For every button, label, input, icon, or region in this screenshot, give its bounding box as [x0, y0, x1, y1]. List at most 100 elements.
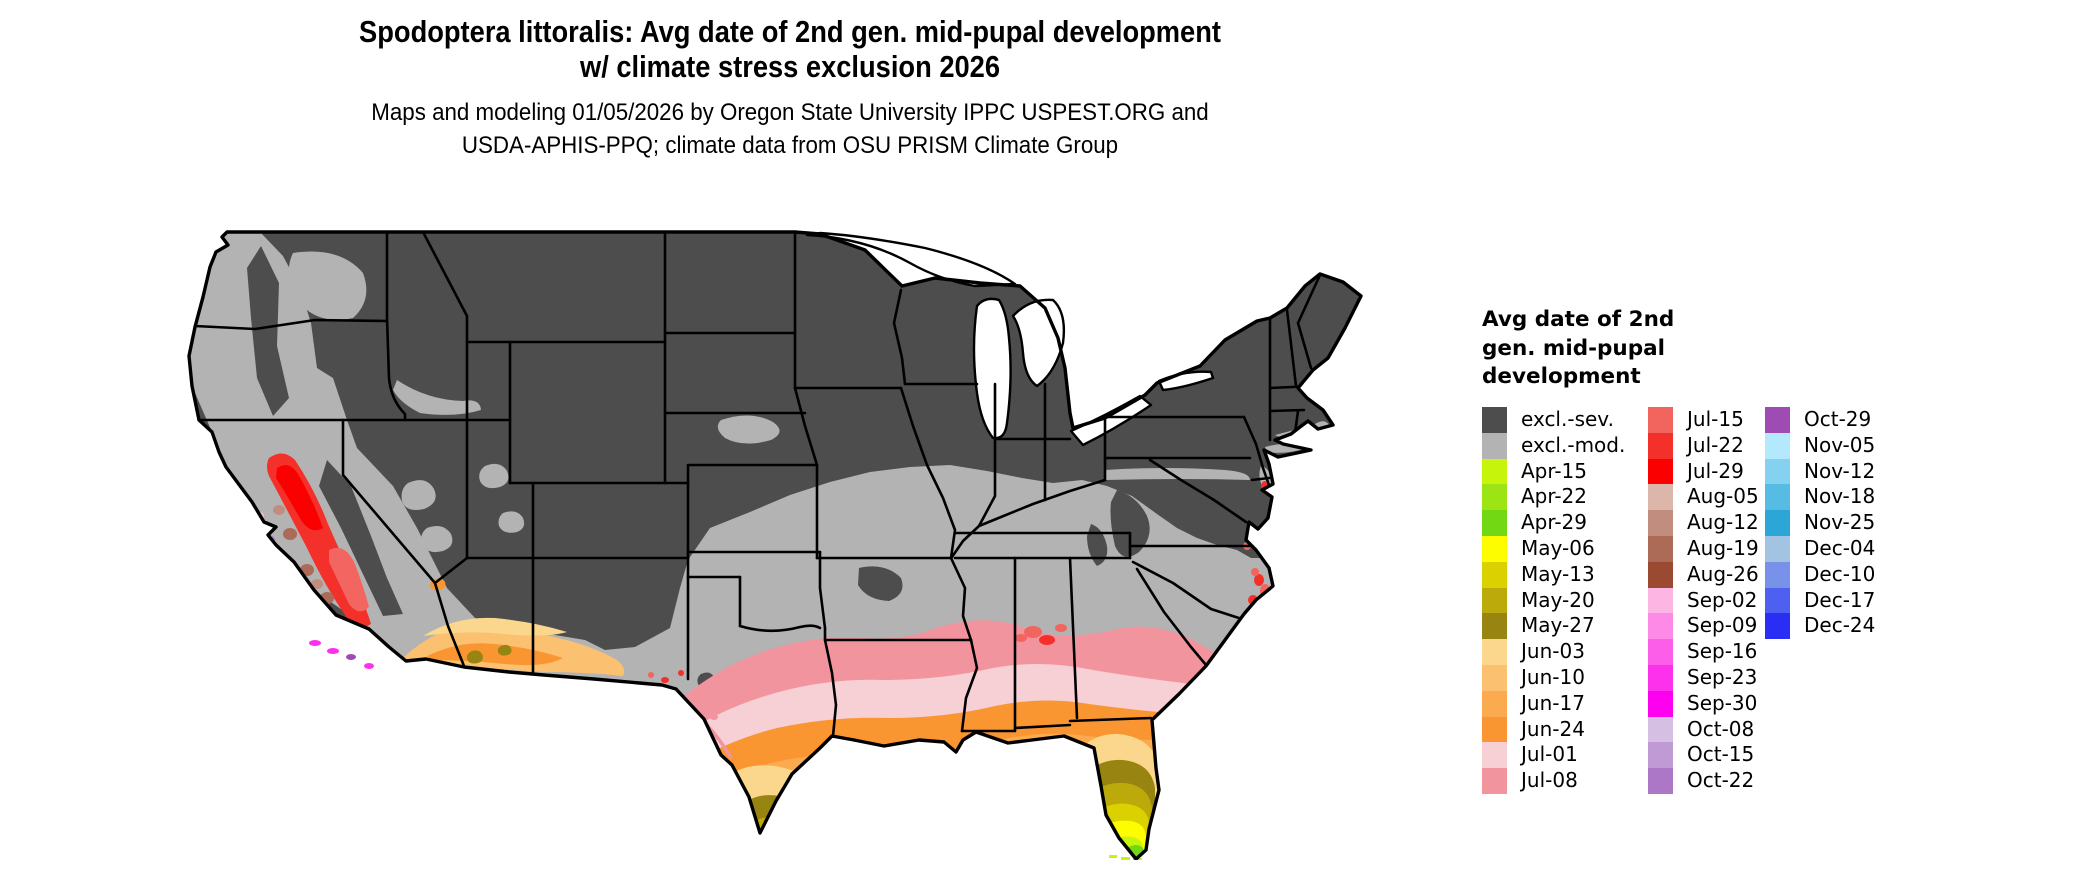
legend-swatch — [1648, 535, 1673, 562]
legend-label: Oct-08 — [1687, 716, 1755, 741]
legend-label: Jun-10 — [1521, 664, 1585, 689]
legend-label: Sep-09 — [1687, 613, 1758, 638]
legend-label: Dec-04 — [1804, 535, 1876, 560]
legend-label: Jul-15 — [1687, 407, 1744, 431]
legend-label: Apr-22 — [1521, 484, 1587, 509]
legend-swatch — [1648, 716, 1673, 743]
legend-swatch — [1765, 510, 1790, 536]
legend-row: Apr-29 — [1482, 510, 1625, 536]
legend-row: Nov-25 — [1765, 510, 1875, 536]
legend-label: Nov-25 — [1804, 510, 1876, 535]
legend-label: Apr-15 — [1521, 458, 1587, 483]
legend-title-line3: development — [1482, 364, 1641, 389]
legend-row: Oct-22 — [1648, 768, 1759, 794]
legend-label: Nov-05 — [1804, 432, 1876, 457]
legend-swatch — [1482, 535, 1507, 562]
legend-label: Dec-17 — [1804, 587, 1876, 612]
legend-label: Dec-10 — [1804, 561, 1876, 586]
map-state-borders — [193, 232, 1322, 738]
legend-swatch — [1648, 664, 1673, 691]
legend-row: Nov-05 — [1765, 432, 1876, 459]
legend-swatch — [1765, 458, 1790, 485]
legend-row: Dec-24 — [1765, 613, 1875, 640]
legend-swatch — [1648, 510, 1673, 536]
legend-swatch — [1765, 613, 1790, 640]
legend-swatch — [1482, 484, 1507, 511]
legend-swatch — [1648, 407, 1673, 433]
legend-swatch — [1648, 768, 1673, 794]
legend-label: Oct-15 — [1687, 742, 1755, 767]
map-national-outline — [187, 230, 1363, 861]
legend-swatch — [1765, 484, 1790, 511]
map-title: Spodoptera littoralis: Avg date of 2nd g… — [0, 14, 1580, 84]
legend-title-line2: gen. mid-pupal — [1482, 335, 1665, 361]
legend-row: Jul-29 — [1648, 458, 1759, 485]
legend-label: excl.-mod. — [1521, 432, 1626, 457]
legend-row: Sep-30 — [1648, 690, 1759, 717]
legend-row: Sep-23 — [1648, 664, 1759, 691]
legend-label: Sep-23 — [1687, 664, 1758, 689]
legend-row: Oct-29 — [1765, 407, 1875, 433]
legend-row: Oct-08 — [1648, 716, 1759, 743]
map-region-florida — [1067, 733, 1159, 859]
legend-row: Oct-15 — [1648, 742, 1759, 769]
legend-column-3: Oct-29 Nov-05 Nov-12 Nov-18 Nov-25 Dec-04 Dec-… — [1765, 407, 1876, 640]
legend-swatch — [1648, 613, 1673, 640]
legend-title: Avg date of 2nd gen. mid-pupal developme… — [1482, 306, 1782, 392]
us-map-svg — [187, 230, 1363, 861]
legend-row: Nov-12 — [1765, 458, 1875, 485]
legend-swatch — [1482, 613, 1507, 640]
legend-swatch — [1648, 561, 1673, 588]
legend-swatch — [1648, 484, 1673, 511]
legend-column-2: Jul-15 Jul-22 Jul-29 Aug-05 Aug-12 Aug-19 Aug-… — [1648, 407, 1759, 794]
legend-swatch — [1482, 664, 1507, 691]
legend-row: excl.-sev. — [1482, 407, 1625, 433]
legend-swatch — [1765, 561, 1790, 588]
map-subtitle-line2: USDA-APHIS-PPQ; climate data from OSU PR… — [461, 132, 1119, 159]
legend-swatch — [1648, 458, 1673, 485]
legend-row: excl.-mod. — [1482, 432, 1626, 459]
legend-row: Dec-17 — [1765, 587, 1876, 614]
legend-swatch — [1765, 587, 1790, 614]
legend-label: Sep-30 — [1687, 690, 1758, 715]
map-channel-islands — [309, 640, 374, 669]
legend-swatch — [1648, 587, 1673, 614]
legend-row: Aug-12 — [1648, 510, 1759, 536]
legend-row: Aug-05 — [1648, 484, 1759, 511]
legend-row: May-20 — [1482, 587, 1625, 614]
legend-swatch — [1648, 432, 1673, 459]
legend-row: Apr-22 — [1482, 484, 1625, 511]
legend-label: Jun-24 — [1521, 716, 1585, 741]
legend-row: Sep-16 — [1648, 639, 1759, 665]
legend-swatch — [1482, 587, 1507, 614]
legend-label: May-06 — [1521, 535, 1595, 560]
legend-row: Jul-08 — [1482, 768, 1625, 794]
legend-row: Jul-01 — [1482, 742, 1625, 769]
legend-label: excl.-sev. — [1521, 407, 1614, 431]
legend-label: Sep-02 — [1687, 587, 1758, 612]
legend-swatch — [1648, 742, 1673, 769]
legend-row: Dec-04 — [1765, 535, 1876, 562]
legend-label: Jun-17 — [1521, 690, 1585, 715]
legend-label: Nov-18 — [1804, 484, 1876, 509]
legend-label: Apr-29 — [1521, 510, 1587, 535]
legend-row: Aug-19 — [1648, 535, 1759, 562]
map-subtitle: Maps and modeling 01/05/2026 by Oregon S… — [0, 96, 1580, 162]
legend-swatch — [1482, 639, 1507, 665]
legend-swatch — [1482, 510, 1507, 536]
legend-label: Aug-12 — [1687, 510, 1759, 535]
legend-swatch — [1648, 639, 1673, 665]
legend-label: Aug-05 — [1687, 484, 1759, 509]
legend-row: Jul-22 — [1648, 432, 1759, 459]
legend-swatch — [1482, 561, 1507, 588]
legend-label: Oct-29 — [1804, 407, 1872, 431]
map-title-line1: Spodoptera littoralis: Avg date of 2nd g… — [359, 14, 1221, 49]
legend-label: Jul-29 — [1687, 458, 1744, 483]
legend-label: Sep-16 — [1687, 639, 1758, 664]
legend-swatch — [1482, 458, 1507, 485]
legend-swatch — [1648, 690, 1673, 717]
legend-label: Jul-01 — [1521, 742, 1578, 767]
legend-row: May-27 — [1482, 613, 1625, 640]
legend-label: Jul-22 — [1687, 432, 1744, 457]
legend-label: Jul-08 — [1521, 768, 1578, 793]
